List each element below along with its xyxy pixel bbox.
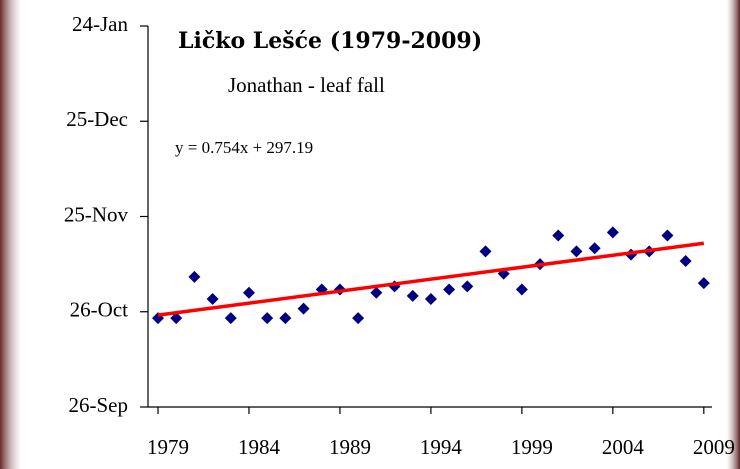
marker <box>588 242 601 255</box>
marker <box>261 312 274 325</box>
y-tick-label: 25-Dec <box>66 107 128 131</box>
y-tick-label: 26-Oct <box>70 298 128 322</box>
marker <box>479 245 492 258</box>
y-tick-label: 24-Jan <box>72 12 128 36</box>
marker <box>515 283 528 296</box>
x-tick-label: 2009 <box>693 435 735 459</box>
marker <box>697 277 710 290</box>
background-edge <box>0 0 22 469</box>
trend-equation: y = 0.754x + 297.19 <box>175 138 313 157</box>
chart-subtitle: Jonathan - leaf fall <box>228 73 385 97</box>
marker <box>242 286 255 299</box>
x-tick-label: 1989 <box>329 435 371 459</box>
marker <box>370 286 383 299</box>
marker <box>188 270 201 283</box>
x-tick-label: 1994 <box>420 435 463 459</box>
trendline <box>157 241 705 317</box>
x-tick-label: 1984 <box>238 435 281 459</box>
chart-title: Ličko Lešće (1979-2009) <box>178 28 482 54</box>
marker <box>570 245 583 258</box>
marker <box>279 312 292 325</box>
y-tick-label: 26-Sep <box>69 393 129 417</box>
marker <box>424 293 437 306</box>
y-tick-label: 25-Nov <box>64 202 129 226</box>
marker <box>552 229 565 242</box>
marker <box>206 293 219 306</box>
marker <box>606 226 619 239</box>
marker <box>406 289 419 302</box>
x-tick-label: 2004 <box>602 435 645 459</box>
x-tick-label: 1999 <box>511 435 553 459</box>
background-edge <box>726 0 740 469</box>
marker <box>461 280 474 293</box>
marker <box>661 229 674 242</box>
marker <box>352 312 365 325</box>
marker <box>224 312 237 325</box>
marker <box>170 312 183 325</box>
marker <box>297 302 310 315</box>
marker <box>679 254 692 267</box>
x-tick-label: 1979 <box>147 435 189 459</box>
marker <box>443 283 456 296</box>
